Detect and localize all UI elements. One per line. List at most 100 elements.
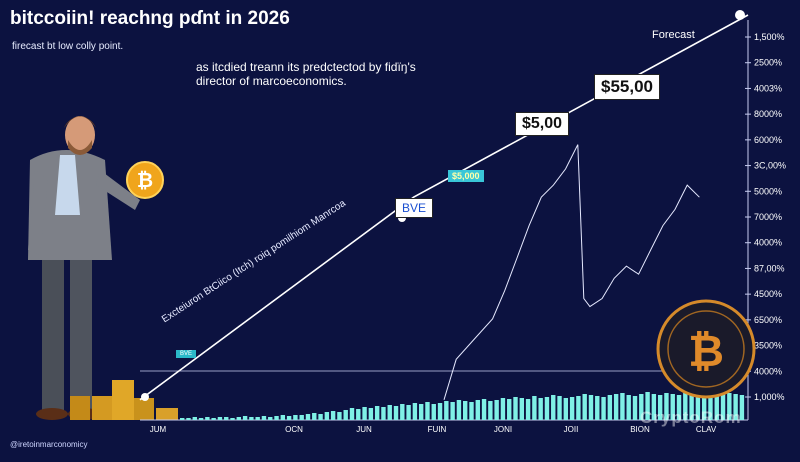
volume-bar (299, 415, 304, 420)
volume-bar (651, 394, 657, 420)
volume-bar (588, 395, 594, 420)
volume-bar (469, 402, 474, 420)
volume-bar (613, 394, 619, 420)
volume-bar (739, 395, 745, 420)
volume-bar (236, 417, 242, 420)
volume-bar (330, 411, 336, 420)
volume-bar (356, 409, 361, 420)
volume-bar (620, 393, 625, 420)
volume-bar (217, 417, 223, 420)
x-tick-label: OCN (285, 425, 303, 434)
volume-bar (733, 394, 738, 420)
volume-bar (180, 418, 185, 420)
volume-bar (293, 415, 298, 420)
y-tick-label: 4000% (754, 238, 782, 248)
footer-handle: @iretoinmarconomicy (10, 440, 88, 449)
volume-bar (582, 394, 587, 420)
callout-top: $55,00 (594, 74, 660, 100)
y-tick-label: 3C,00% (754, 161, 786, 171)
volume-bar (242, 416, 248, 420)
volume-bar (343, 410, 348, 420)
y-tick-label: 2500% (754, 58, 782, 68)
x-tick-label: JOII (564, 425, 579, 434)
volume-bar (727, 393, 732, 420)
coin-stacks (70, 380, 178, 420)
volume-bar (286, 416, 292, 420)
y-tick-label: 1,500% (754, 32, 785, 42)
volume-bar (387, 405, 392, 420)
volume-bar (683, 393, 688, 420)
volume-bar (626, 395, 631, 420)
y-tick-label: 1,000% (754, 392, 785, 402)
volume-bar (563, 398, 569, 420)
volume-bar (525, 399, 531, 420)
forecast-label: Forecast (652, 29, 695, 41)
volume-bar (431, 404, 436, 420)
volume-bar (318, 414, 323, 420)
watermark: CryptoRom (640, 408, 742, 427)
volume-bar (425, 402, 430, 420)
volume-bar (695, 394, 701, 420)
y-tick-label: 6500% (754, 315, 782, 325)
y-tick-label: 6000% (754, 135, 782, 145)
volume-bar (406, 405, 411, 420)
volume-bar (456, 400, 462, 420)
volume-bar (381, 407, 386, 420)
volume-bar (538, 398, 543, 420)
x-tick-label: CLAV (696, 425, 717, 434)
volume-bar (349, 408, 355, 420)
volume-bar (437, 403, 443, 420)
volume-bar (444, 401, 449, 420)
y-tick-labels: 1,500% 2500% 4003% 8000% 6000% 3C,00% 5000% 700… (745, 32, 786, 402)
volume-bar (544, 397, 550, 420)
volume-bar (657, 395, 663, 420)
svg-text:₿: ₿ (137, 168, 153, 192)
x-tick-labels: JUM OCN JUN FUIN JONI JOII BION CLAV (150, 425, 717, 434)
volume-bar (670, 394, 675, 420)
volume-bar (708, 395, 713, 420)
callout-left-tag: BVE (176, 350, 197, 358)
callout-bve: BVE (395, 198, 434, 218)
y-tick-label: 4003% (754, 83, 782, 93)
volume-bar (230, 418, 235, 420)
volume-bar (412, 403, 418, 420)
x-tick-label: JONI (494, 425, 512, 434)
price-line (443, 144, 700, 400)
volume-bar (249, 417, 254, 420)
volume-bar (192, 417, 197, 420)
volume-bar (481, 399, 487, 420)
bitcoin-coin-icon: ₿ (126, 161, 164, 199)
volume-bar (368, 408, 374, 420)
volume-bars (180, 392, 745, 420)
volume-bar (494, 400, 499, 420)
volume-bar (211, 418, 216, 420)
volume-bar (205, 417, 210, 420)
forecast-end-dot (735, 10, 745, 20)
volume-bar (274, 416, 279, 420)
volume-bar (701, 393, 707, 420)
volume-bar (362, 407, 367, 420)
volume-bar (595, 396, 600, 420)
volume-bar (475, 400, 480, 420)
y-tick-label: 87,00% (754, 263, 785, 273)
y-tick-label: 4500% (754, 289, 782, 299)
volume-bar (255, 417, 260, 420)
volume-bar (676, 395, 682, 420)
volume-bar (261, 416, 267, 420)
volume-bar (519, 398, 525, 420)
page-title: bitccoiin! reachng pɗnt in 2026 (10, 8, 290, 29)
quote-blurb: as itcdied treann its predctectod by fid… (196, 60, 416, 88)
volume-bar (645, 392, 650, 420)
volume-bar (576, 396, 581, 420)
volume-bar (720, 392, 726, 420)
volume-bar (186, 418, 191, 420)
volume-bar (198, 418, 204, 420)
volume-bar (393, 406, 399, 420)
page-subtitle: firecast bt low colly point. (12, 41, 124, 52)
y-tick-label: 8000% (754, 109, 782, 119)
volume-bar (374, 406, 380, 420)
y-tick-label: 4000% (754, 366, 782, 376)
y-tick-label: 3500% (754, 341, 782, 351)
